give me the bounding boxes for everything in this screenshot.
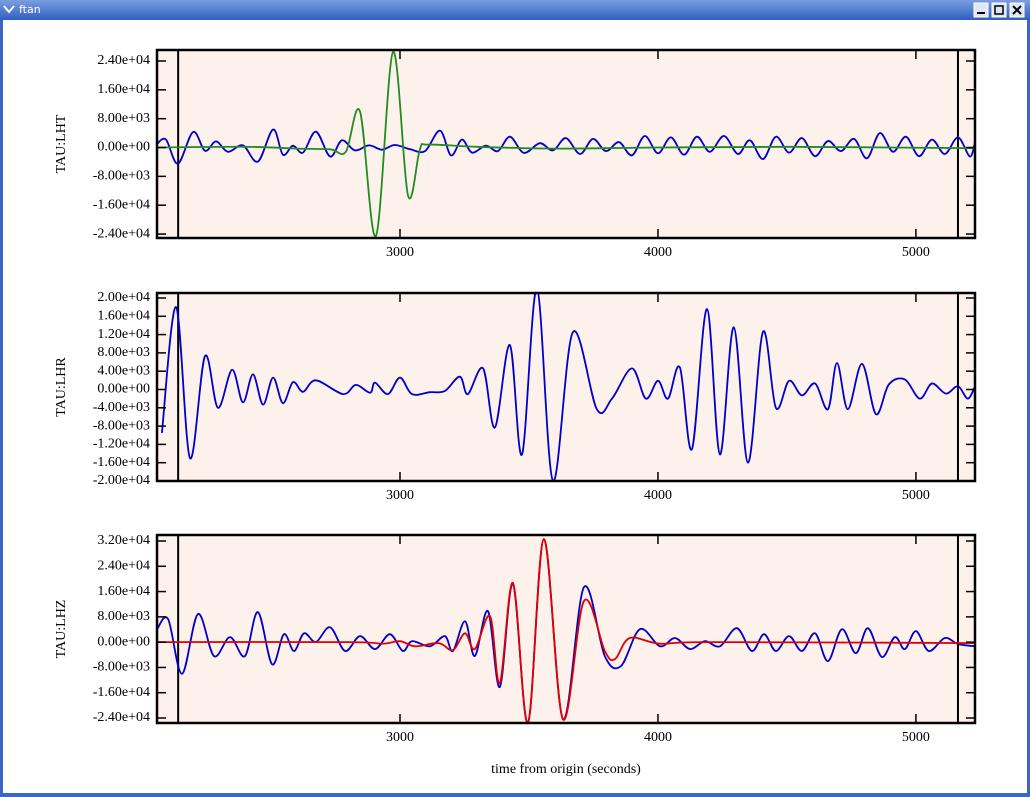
y-axis-label: TAU:LHT: [54, 114, 69, 173]
x-tick-label: 4000: [644, 488, 672, 503]
y-tick-label: 2.40e+04: [97, 53, 150, 68]
y-tick-label: 0.00e+00: [97, 140, 150, 155]
y-tick-label: 1.60e+04: [97, 309, 150, 324]
plot-background: [157, 293, 975, 481]
y-tick-label: -2.40e+04: [93, 710, 150, 725]
y-tick-label: -1.60e+04: [93, 685, 150, 700]
x-tick-label: 5000: [902, 488, 930, 503]
plot-frame: [155, 291, 977, 483]
y-tick-label: 8.00e+03: [97, 111, 150, 126]
x-tick-label: 3000: [386, 488, 414, 503]
y-tick-label: -1.60e+04: [93, 197, 150, 212]
x-axis-label: time from origin (seconds): [491, 762, 641, 777]
window-title: ftan: [19, 3, 41, 16]
y-tick-label: -1.60e+04: [93, 455, 150, 470]
y-tick-label: 2.40e+04: [97, 559, 150, 574]
x-tick-label: 3000: [386, 245, 414, 260]
y-tick-label: 8.00e+03: [97, 345, 150, 360]
waveform-line: [157, 538, 975, 723]
title-bar: [0, 0, 1030, 20]
y-tick-label: 4.00e+03: [97, 363, 150, 378]
plot-background: [157, 50, 975, 238]
x-tick-label: 4000: [644, 730, 672, 745]
minimize-button[interactable]: [973, 2, 989, 18]
x-tick-label: 5000: [902, 730, 930, 745]
y-tick-label: -1.20e+04: [93, 437, 150, 452]
close-button[interactable]: [1009, 2, 1025, 18]
x-tick-label: 3000: [386, 730, 414, 745]
x-tick-label: 5000: [902, 245, 930, 260]
y-tick-label: 0.00e+00: [97, 382, 150, 397]
y-tick-label: -8.00e+03: [93, 169, 150, 184]
y-tick-label: -8.00e+03: [93, 660, 150, 675]
plot-background: [157, 535, 975, 723]
plot-frame: [155, 533, 977, 725]
y-tick-label: 1.60e+04: [97, 82, 150, 97]
y-tick-label: -8.00e+03: [93, 418, 150, 433]
waveform-line: [161, 293, 975, 481]
y-tick-label: 1.20e+04: [97, 327, 150, 342]
x-tick-label: 4000: [644, 245, 672, 260]
y-tick-label: 8.00e+03: [97, 609, 150, 624]
y-tick-label: -4.00e+03: [93, 400, 150, 415]
y-tick-label: -2.40e+04: [93, 226, 150, 241]
plot-frame: [155, 48, 977, 240]
waveform-line: [157, 51, 975, 237]
y-tick-label: 1.60e+04: [97, 584, 150, 599]
y-axis-label: TAU:LHR: [54, 357, 69, 417]
y-axis-label: TAU:LHZ: [54, 600, 69, 659]
window-menu-icon[interactable]: [3, 5, 15, 14]
y-tick-label: -2.00e+04: [93, 473, 150, 488]
y-tick-label: 3.20e+04: [97, 533, 150, 548]
y-tick-label: 0.00e+00: [97, 634, 150, 649]
maximize-button[interactable]: [991, 2, 1007, 18]
y-tick-label: 2.00e+04: [97, 290, 150, 305]
